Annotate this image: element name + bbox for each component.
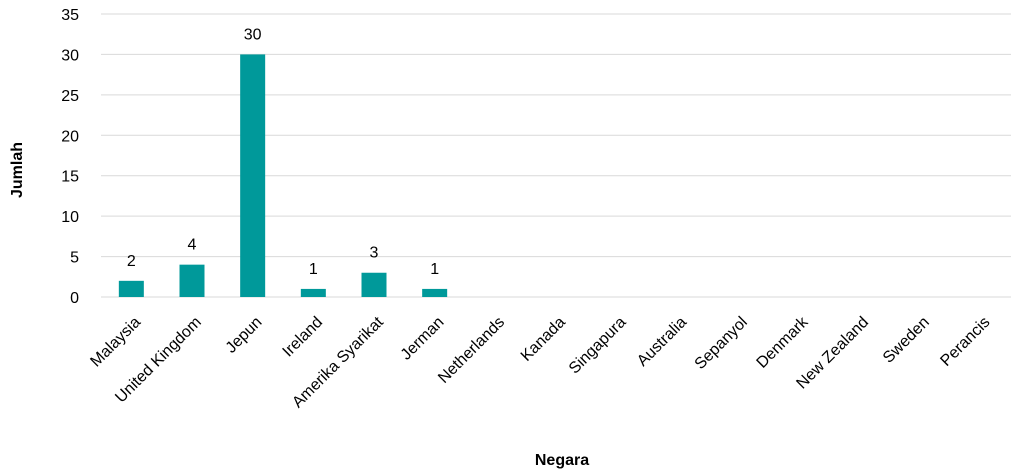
x-axis-title: Negara (535, 452, 589, 469)
bar (118, 280, 144, 297)
bar (422, 288, 448, 297)
y-tick-label: 20 (61, 128, 79, 145)
x-tick-label: Perancis (937, 314, 993, 370)
data-label: 2 (127, 253, 136, 270)
bar (361, 272, 387, 297)
x-tick-label: Kanada (518, 314, 569, 365)
y-tick-label: 15 (61, 169, 79, 186)
y-tick-label: 0 (70, 290, 79, 307)
x-tick-label: Malaysia (87, 314, 144, 371)
x-tick-label: Denmark (754, 313, 813, 372)
y-tick-label: 10 (61, 209, 79, 226)
grid-lines (101, 13, 1011, 298)
y-tick-label: 5 (70, 250, 79, 267)
data-label: 1 (309, 261, 318, 278)
y-tick-label: 35 (61, 7, 79, 24)
x-tick-label: Singapura (566, 314, 630, 378)
y-tick-label: 30 (61, 47, 79, 64)
bars (118, 54, 448, 297)
y-axis-title: Jumlah (9, 142, 26, 198)
bar (300, 288, 326, 297)
bar (179, 264, 205, 297)
y-tick-label: 25 (61, 88, 79, 105)
x-tick-label: Australia (634, 314, 690, 370)
data-labels: 2 4 30 1 3 1 (127, 26, 439, 277)
y-axis-ticks: 0 5 10 15 20 25 30 35 (61, 7, 79, 307)
x-tick-label: Ireland (280, 314, 327, 361)
data-label: 30 (244, 26, 262, 43)
data-label: 3 (370, 245, 379, 262)
x-tick-label: Jerman (398, 314, 448, 364)
data-label: 4 (188, 237, 197, 254)
bar (240, 54, 266, 297)
x-tick-label: Sweden (880, 314, 933, 367)
x-tick-label: Jepun (223, 314, 266, 357)
x-tick-label: Sepanyol (692, 314, 751, 373)
data-label: 1 (430, 261, 439, 278)
